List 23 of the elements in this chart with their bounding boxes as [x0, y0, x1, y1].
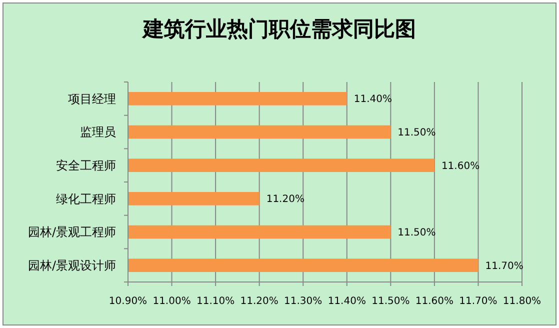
data-label: 11.20% [266, 194, 304, 206]
x-tick-label: 11.00% [152, 296, 191, 307]
data-label: 11.50% [398, 128, 436, 138]
data-label: 11.50% [398, 228, 436, 238]
x-tick-label: 10.90% [108, 296, 148, 307]
chart-title: 建筑行业热门职位需求同比图 [141, 17, 416, 41]
x-tick-label: 11.10% [196, 296, 235, 307]
data-label: 11.60% [441, 160, 480, 172]
x-tick-label: 11.30% [284, 296, 322, 307]
x-tick-label: 11.40% [328, 296, 366, 307]
data-label: 11.40% [354, 94, 392, 106]
x-tick-label: 11.70% [459, 296, 498, 307]
x-tick-label: 11.80% [502, 296, 542, 307]
y-tick-label: 园林/景观工程师 [28, 225, 116, 240]
y-tick-label: 安全工程师 [56, 158, 116, 173]
x-tick-label: 11.50% [372, 296, 410, 307]
y-tick-label: 园林/景观设计师 [28, 258, 116, 273]
y-tick-label: 绿化工程师 [56, 192, 116, 206]
x-tick-label: 11.60% [415, 296, 454, 307]
y-tick-label: 监理员 [80, 125, 116, 140]
y-tick-label: 项目经理 [68, 92, 116, 106]
x-tick-label: 11.20% [240, 296, 278, 307]
data-label: 11.70% [485, 260, 524, 272]
